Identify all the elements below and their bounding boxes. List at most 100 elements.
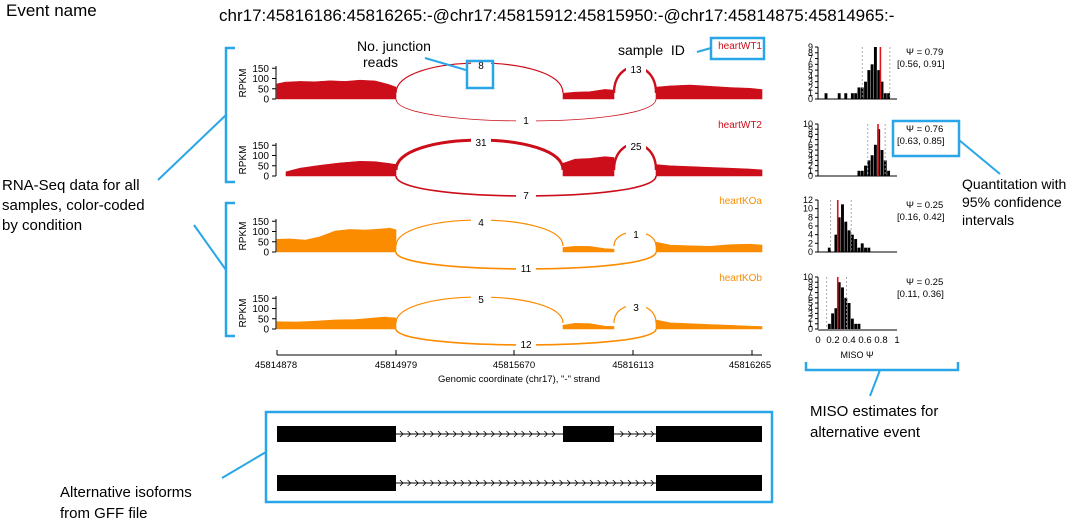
annotation-miso: MISO estimates for alternative event [804,362,960,441]
hist-tick-label: 5 [808,65,813,75]
strand-arrow [414,430,419,438]
genomic-axis-title: Genomic coordinate (chr17), "-" strand [438,374,600,385]
isoform-tracks [277,426,762,491]
strand-arrow [627,479,632,487]
strand-arrow [468,479,472,487]
callout-line [869,369,881,397]
genomic-axis: 45814878 45814979 45815670 45816113 4581… [255,350,771,385]
strand-arrow [528,479,533,487]
hist-bar [857,87,861,99]
junction-label-bg [471,216,491,228]
coverage-area [562,322,615,330]
event-name-id: chr17:45816186:45816265:-@chr17:45815912… [219,6,894,25]
hist-bar [841,204,844,252]
hist-tick-label: 9 [808,124,813,134]
sample-name: heartWT2 [718,120,762,131]
hist-tick-label: 0 [808,171,813,181]
strand-arrow [452,430,457,438]
strand-arrow [468,430,472,438]
miso-tick-label: 0.8 [874,335,887,346]
hist-tick-label: 2 [808,82,813,92]
hist-tick-label: 1 [808,88,813,98]
hist-bar [854,323,858,329]
rpkm-tick-label: 0 [263,248,269,259]
strand-arrow [414,479,419,487]
exon-block [277,426,396,442]
strand-arrow [589,479,594,487]
hist-tick-label: 7 [808,288,813,298]
strand-arrow [490,479,495,487]
rpkm-tick-label: 150 [252,217,269,228]
rpkm-tick-label: 0 [263,95,269,106]
miso-tick-label: 1 [894,335,899,346]
strand-arrow [642,430,647,438]
annotation-rnaseq-text: by condition [2,217,82,234]
rpkm-tick-label: 50 [258,237,270,248]
hist-tick-label: 7 [808,54,813,64]
strand-arrow [650,430,655,438]
rpkm-tick-label: 0 [263,172,269,183]
hist-bar [834,308,838,329]
strand-arrow [498,479,503,487]
hist-bar [887,170,891,176]
junction-label-bg [516,338,536,350]
genomic-tick-label: 45814979 [375,360,417,371]
hist-bar [854,93,858,99]
strand-arrow [566,479,571,487]
junction-count: 1 [633,230,639,241]
hist-bar [827,247,831,252]
strand-arrow [460,479,465,487]
coverage-area [276,316,397,330]
hist-bar [870,64,874,99]
hist-tick-label: 5 [808,298,813,308]
strand-arrow [422,479,427,487]
hist-tick-label: 5 [808,145,813,155]
bracket-miso [804,362,960,372]
coverage-area [655,319,763,330]
annotation-quantitation: Quantitation with 95% confidence interva… [891,119,1066,228]
sample-name: heartKOa [719,196,762,207]
junction-count: 3 [633,303,639,314]
psi-value: Ψ = 0.25 [906,200,943,211]
strand-arrow [506,430,510,438]
callout-line [958,139,1001,175]
strand-arrow [490,430,495,438]
hist-tick-label: 8 [808,129,813,139]
annotation-miso-text: MISO estimates for [810,403,938,420]
psi-ci: [0.11, 0.36] [897,289,944,300]
hist-tick-label: 3 [808,77,813,87]
callout-box [709,36,766,61]
hist-tick-label: 8 [808,48,813,58]
strand-arrow [521,430,526,438]
hist-tick-label: 6 [808,221,813,231]
hist-bar [831,313,835,329]
strand-arrow [536,430,541,438]
event-name-label: Event name [6,1,97,20]
junction-label-bg [471,293,491,305]
strand-arrow [483,430,488,438]
strand-arrow [544,430,548,438]
hist-bar [873,144,877,176]
genomic-tick-label: 45816113 [612,360,654,371]
hist-tick-label: 10 [803,272,813,282]
hist-bar [847,303,851,329]
coverage-area [276,227,397,253]
annotation-miso-text: alternative event [810,424,921,441]
coverage-area [655,241,763,253]
exon-block [656,426,762,442]
psi-ci: [0.16, 0.42] [897,212,945,223]
hist-bar [860,87,864,99]
hist-bar [887,93,891,99]
strand-arrow [604,479,609,487]
miso-axis-title: MISO Ψ [840,350,873,360]
rpkm-tick-label: 0 [263,325,269,336]
strand-arrow [551,430,556,438]
hist-bar [854,239,858,252]
strand-arrow [642,479,647,487]
strand-arrow [422,430,427,438]
hist-tick-label: 0 [808,324,813,334]
